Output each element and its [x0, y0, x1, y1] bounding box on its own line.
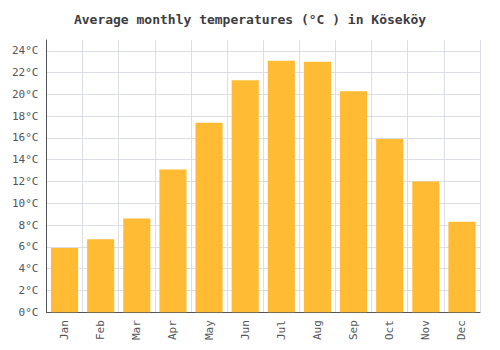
svg-text:18°C: 18°C [12, 110, 39, 123]
svg-text:8°C: 8°C [19, 219, 39, 232]
svg-text:4°C: 4°C [19, 262, 39, 275]
svg-text:6°C: 6°C [19, 240, 39, 253]
svg-text:Aug: Aug [311, 320, 324, 340]
svg-text:Nov: Nov [419, 320, 432, 340]
svg-text:Average monthly temperatures (: Average monthly temperatures (°C ) in Kö… [74, 12, 426, 27]
svg-text:Mar: Mar [130, 320, 143, 340]
svg-text:20°C: 20°C [12, 88, 39, 101]
svg-text:14°C: 14°C [12, 153, 39, 166]
svg-text:10°C: 10°C [12, 197, 39, 210]
svg-text:24°C: 24°C [12, 44, 39, 57]
svg-text:Jan: Jan [58, 320, 71, 340]
svg-text:Oct: Oct [383, 320, 396, 340]
svg-text:22°C: 22°C [12, 66, 39, 79]
svg-text:12°C: 12°C [12, 175, 39, 188]
svg-text:Apr: Apr [166, 320, 179, 340]
svg-text:0°C: 0°C [19, 306, 39, 319]
svg-text:16°C: 16°C [12, 131, 39, 144]
svg-text:May: May [203, 320, 216, 340]
svg-text:Sep: Sep [347, 320, 360, 340]
svg-text:Dec: Dec [455, 320, 468, 340]
svg-text:Jun: Jun [239, 320, 252, 340]
svg-text:Feb: Feb [94, 320, 107, 340]
svg-text:Jul: Jul [275, 320, 288, 340]
svg-text:2°C: 2°C [19, 284, 39, 297]
